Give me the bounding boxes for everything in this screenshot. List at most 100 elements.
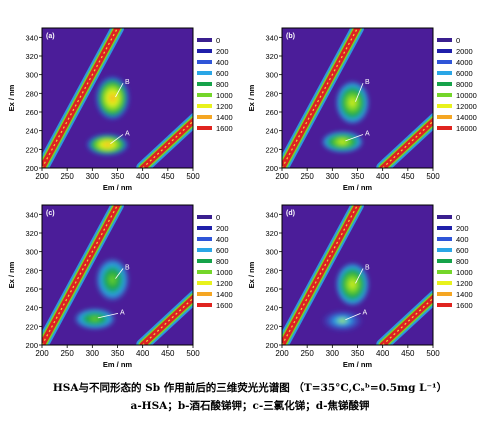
y-tick-label: 320 xyxy=(25,52,38,61)
peak-b xyxy=(335,80,370,125)
y-tick-label: 200 xyxy=(25,164,38,173)
x-tick-label: 450 xyxy=(161,349,175,358)
x-tick-label: 400 xyxy=(376,172,390,181)
y-tick-label: 280 xyxy=(265,266,278,275)
x-tick-label: 250 xyxy=(60,172,74,181)
legend-swatch xyxy=(437,303,452,307)
peak-label-a: A xyxy=(125,130,130,137)
peak-pointer-a xyxy=(345,134,364,142)
legend-swatch xyxy=(437,259,452,263)
legend-label: 600 xyxy=(216,246,229,255)
peak-pointer-b xyxy=(355,82,364,102)
legend-label: 1600 xyxy=(456,301,473,310)
x-tick-label: 350 xyxy=(351,172,365,181)
peak-pointer-b xyxy=(355,268,364,284)
legend-swatch xyxy=(197,71,212,75)
legend-label: 600 xyxy=(216,69,229,78)
x-tick-label: 400 xyxy=(136,349,150,358)
y-tick-label: 300 xyxy=(25,248,38,257)
legend-label: 1000 xyxy=(216,91,233,100)
legend-swatch xyxy=(197,104,212,108)
legend-label: 1400 xyxy=(216,290,233,299)
x-axis-label: Em / nm xyxy=(103,183,133,192)
peak-a xyxy=(73,307,116,330)
peak-label-b: B xyxy=(365,79,370,86)
y-tick-label: 220 xyxy=(265,145,278,154)
legend-label: 1000 xyxy=(456,268,473,277)
x-tick-label: 300 xyxy=(86,172,100,181)
peak-pointer-b xyxy=(115,268,124,279)
y-tick-label: 220 xyxy=(25,322,38,331)
peak-pointer-a xyxy=(110,134,124,144)
legend-swatch xyxy=(197,248,212,252)
peak-label-a: A xyxy=(365,130,370,137)
legend-swatch xyxy=(197,270,212,274)
legend: 0 200 400 600 800 1000 1200 1400 1600 xyxy=(197,213,233,310)
y-tick-label: 200 xyxy=(265,341,278,350)
x-tick-label: 200 xyxy=(275,349,289,358)
y-axis-label: Ex / nm xyxy=(7,84,16,111)
legend-swatch xyxy=(197,38,212,42)
legend-swatch xyxy=(197,60,212,64)
y-axis-label: Ex / nm xyxy=(247,261,256,288)
second-order-scatter-band xyxy=(376,289,433,345)
legend-label: 1000 xyxy=(216,268,233,277)
x-tick-label: 400 xyxy=(376,349,390,358)
panel-b: (b) B A 200 250 300 350 400 450 500 200 220 240 260 28… xyxy=(247,27,477,192)
panel-label: (b) xyxy=(286,33,295,40)
x-tick-label: 450 xyxy=(401,349,415,358)
legend-label: 400 xyxy=(216,58,229,67)
legend-swatch xyxy=(197,126,212,130)
x-tick-label: 250 xyxy=(300,349,314,358)
rayleigh-scatter-band xyxy=(42,205,124,345)
panel-label: (c) xyxy=(46,210,55,217)
legend-swatch xyxy=(437,281,452,285)
y-tick-label: 220 xyxy=(265,322,278,331)
legend-label: 12000 xyxy=(456,102,477,111)
x-tick-label: 300 xyxy=(86,349,100,358)
legend-label: 0 xyxy=(456,36,460,45)
figure-caption-title: HSA与不同形态的 Sb 作用前后的三维荧光光谱图 （T=35°C,Cₛᵇ=0.… xyxy=(52,382,448,394)
legend-swatch xyxy=(437,226,452,230)
legend-swatch xyxy=(437,126,452,130)
legend-swatch xyxy=(437,71,452,75)
y-tick-label: 320 xyxy=(265,229,278,238)
y-tick-label: 280 xyxy=(265,89,278,98)
x-tick-label: 450 xyxy=(161,172,175,181)
legend-swatch xyxy=(197,93,212,97)
peak-pointer-a xyxy=(97,312,119,319)
panel-d: (d) B A 200 250 300 350 400 450 500 200 220 240 260 28… xyxy=(247,204,473,369)
y-tick-label: 320 xyxy=(25,229,38,238)
peak-pointer-b xyxy=(115,82,124,98)
y-tick-label: 200 xyxy=(25,341,38,350)
x-tick-label: 200 xyxy=(35,349,49,358)
y-tick-label: 340 xyxy=(265,33,278,42)
panel-label: (d) xyxy=(286,210,295,217)
legend-label: 200 xyxy=(216,224,229,233)
legend-label: 200 xyxy=(456,224,469,233)
second-order-scatter-band xyxy=(136,289,193,345)
x-axis-label: Em / nm xyxy=(343,360,373,369)
legend-label: 1600 xyxy=(216,301,233,310)
legend-label: 1400 xyxy=(456,290,473,299)
legend-label: 2000 xyxy=(456,47,473,56)
y-tick-label: 280 xyxy=(25,89,38,98)
x-tick-label: 500 xyxy=(186,349,200,358)
legend: 0 2000 4000 6000 8000 10000 12000 14000 16000 xyxy=(437,36,477,133)
x-tick-label: 500 xyxy=(186,172,200,181)
y-tick-label: 340 xyxy=(25,33,38,42)
legend-swatch xyxy=(197,237,212,241)
legend-swatch xyxy=(197,215,212,219)
y-tick-label: 240 xyxy=(25,127,38,136)
y-axis-label: Ex / nm xyxy=(247,84,256,111)
legend-swatch xyxy=(437,104,452,108)
y-tick-label: 240 xyxy=(265,304,278,313)
legend-label: 16000 xyxy=(456,124,477,133)
legend-label: 400 xyxy=(216,235,229,244)
figure-caption-legend: a-HSA；b-酒石酸锑钾；c-三氯化锑；d-焦锑酸钾 xyxy=(130,400,370,412)
x-tick-label: 350 xyxy=(351,349,365,358)
x-tick-label: 450 xyxy=(401,172,415,181)
peak-a xyxy=(86,133,129,156)
legend-swatch xyxy=(437,237,452,241)
